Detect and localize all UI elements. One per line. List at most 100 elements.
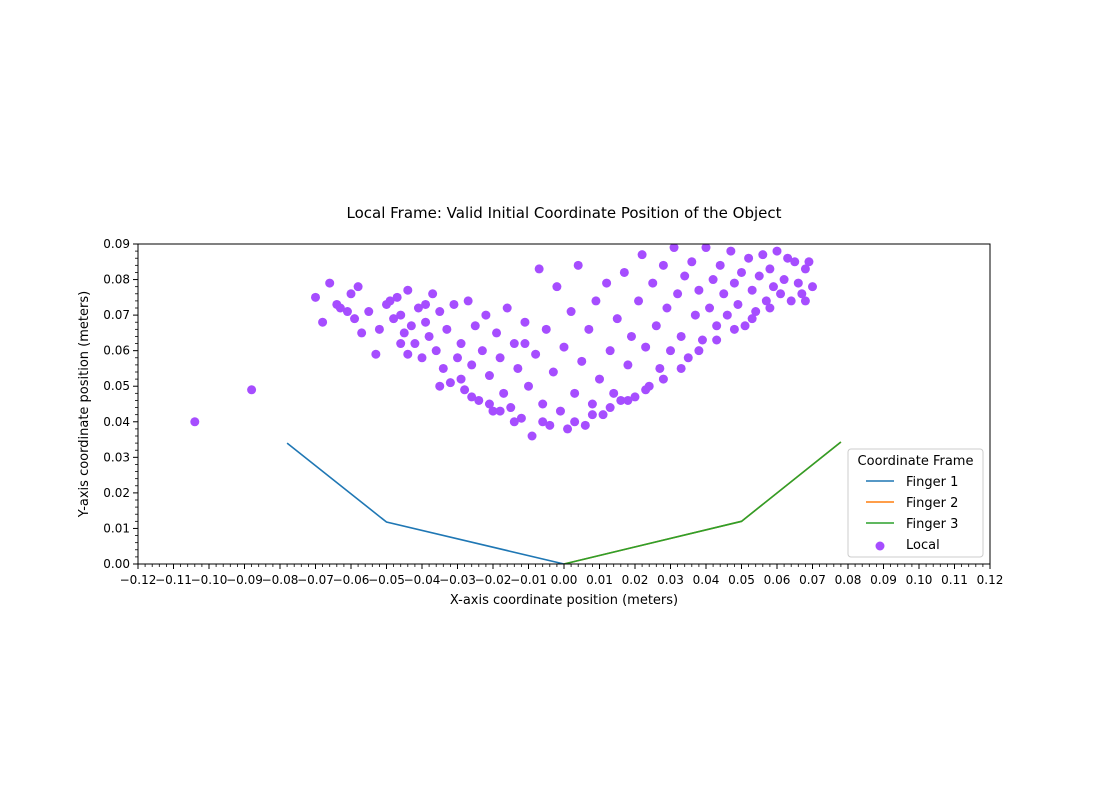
legend: Coordinate Frame Finger 1 Finger 2 Finger 3… (847, 448, 984, 558)
y-tick-label: 0.07 (103, 308, 130, 322)
scatter-point (747, 314, 757, 324)
scatter-point (800, 296, 810, 306)
scatter-point (658, 260, 668, 270)
scatter-point (492, 328, 502, 338)
scatter-point (616, 395, 626, 405)
scatter-point (353, 282, 363, 292)
x-tick-label: 0.06 (764, 573, 791, 587)
scatter-point (538, 417, 548, 427)
scatter-point (804, 257, 814, 267)
scatter-point (311, 292, 320, 302)
x-tick-label: −0.09 (226, 573, 263, 587)
scatter-point (421, 317, 431, 327)
scatter-point (729, 324, 739, 334)
legend-box (847, 448, 984, 558)
scatter-point (655, 363, 665, 373)
x-tick-label: 0.11 (941, 573, 968, 587)
scatter-point (318, 317, 328, 327)
scatter-point (591, 296, 601, 306)
scatter-point (499, 388, 509, 398)
scatter-point (694, 346, 704, 356)
scatter-point (808, 282, 817, 292)
scatter-point (495, 406, 505, 416)
scatter-point (325, 278, 335, 288)
y-tick-label: 0.03 (103, 450, 130, 464)
scatter-point (772, 246, 782, 256)
scatter-point (442, 324, 452, 334)
scatter-point (385, 296, 395, 306)
scatter-point (335, 303, 345, 313)
scatter-point (637, 250, 647, 260)
legend-label-finger-3: Finger 3 (906, 517, 958, 532)
scatter-point (406, 321, 416, 331)
scatter-point (697, 335, 707, 345)
x-tick-label: −0.07 (297, 573, 334, 587)
scatter-point (449, 299, 459, 309)
scatter-point (797, 289, 807, 299)
scatter-point (435, 307, 445, 317)
scatter-point (438, 363, 448, 373)
scatter-point (413, 303, 423, 313)
x-tick-label: −0.12 (120, 573, 157, 587)
x-axis-label: X-axis coordinate position (meters) (450, 593, 678, 608)
scatter-point (481, 310, 491, 320)
scatter-point (765, 303, 775, 313)
scatter-point (445, 378, 455, 388)
scatter-point (676, 331, 686, 341)
scatter-point (467, 392, 477, 402)
x-tick-label: −0.08 (262, 573, 299, 587)
scatter-point (786, 296, 796, 306)
scatter-point (520, 317, 530, 327)
scatter-point (396, 310, 406, 320)
scatter-point (456, 339, 466, 349)
y-tick-label: 0.01 (103, 521, 130, 535)
scatter-point (410, 339, 420, 349)
scatter-point (435, 381, 445, 391)
scatter-point (502, 303, 512, 313)
x-tick-label: 0.03 (657, 573, 684, 587)
scatter-point (598, 410, 608, 420)
scatter-point (683, 353, 693, 363)
y-axis: 0.00 0.01 0.02 0.03 0.04 0.05 0.06 0.07 0.08 0.09 (103, 237, 138, 571)
scatter-point (516, 413, 526, 423)
legend-label-finger-2: Finger 2 (906, 496, 958, 511)
scatter-point (634, 296, 644, 306)
scatter-point (705, 303, 715, 313)
x-tick-label: −0.05 (368, 573, 405, 587)
scatter-point (463, 296, 473, 306)
scatter-point (669, 244, 679, 253)
scatter-point (428, 289, 438, 299)
scatter-point (431, 346, 441, 356)
scatter-point (658, 374, 668, 384)
scatter-point (623, 395, 633, 405)
x-tick-label: 0.02 (622, 573, 649, 587)
y-tick-label: 0.00 (103, 557, 130, 571)
scatter-point (506, 403, 516, 413)
scatter-point (399, 328, 409, 338)
scatter-point (641, 385, 651, 395)
scatter-point (467, 360, 477, 370)
scatter-point (605, 346, 615, 356)
scatter-point (474, 395, 484, 405)
scatter-point (708, 275, 718, 285)
scatter-point (417, 353, 427, 363)
scatter-point (421, 299, 431, 309)
scatter-point (602, 278, 612, 288)
scatter-point (712, 335, 722, 345)
scatter-point (541, 324, 551, 334)
scatter-point (357, 328, 367, 338)
x-tick-label: 0.04 (693, 573, 720, 587)
scatter-point (573, 260, 583, 270)
scatter-point (495, 353, 505, 363)
scatter-point (389, 314, 399, 324)
scatter-point (719, 289, 729, 299)
scatter-point (790, 257, 800, 267)
scatter-point (676, 363, 686, 373)
scatter-point (509, 339, 519, 349)
scatter-point (587, 399, 597, 409)
scatter-point (534, 264, 544, 274)
scatter-point (520, 339, 530, 349)
scatter-point (715, 260, 725, 270)
x-tick-label: 0.01 (586, 573, 613, 587)
